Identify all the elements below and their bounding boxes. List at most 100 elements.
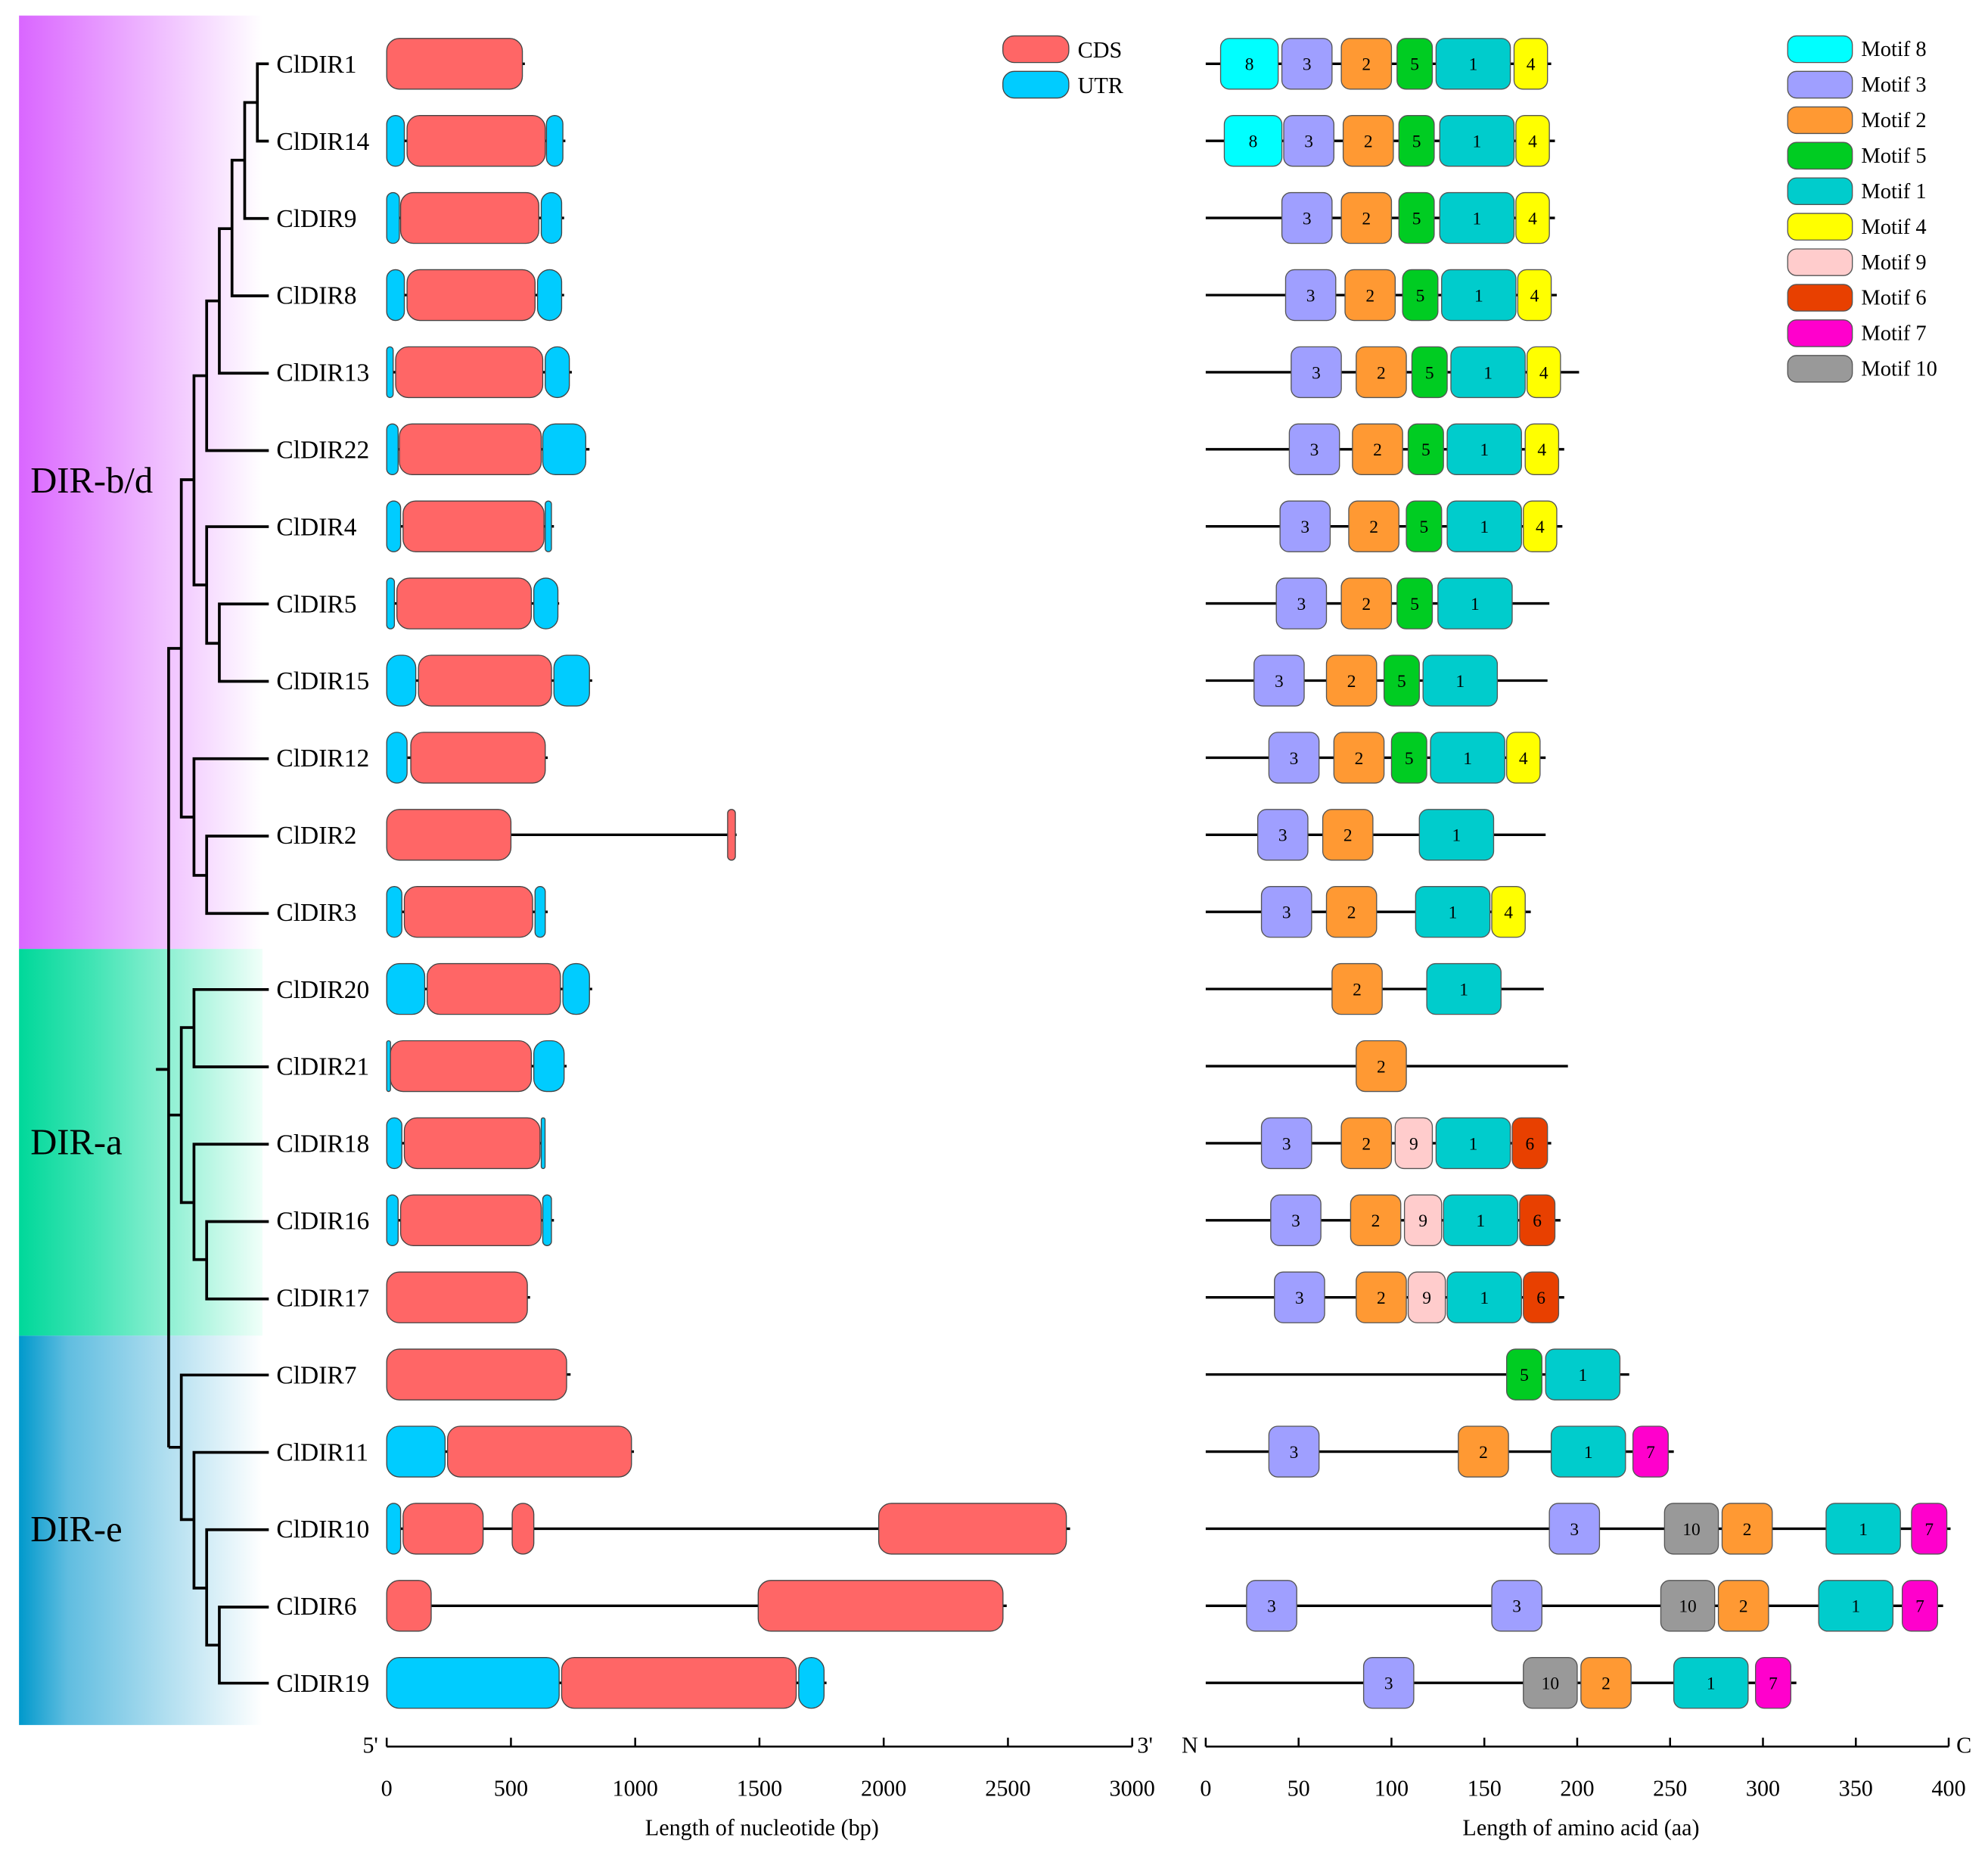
axes: 5' 3' Length of nucleotide (bp) N C Leng… [362,1733,1971,1841]
motif-1-box [1818,1580,1894,1632]
motif-4-box [1517,269,1552,322]
motif-5-box [1390,732,1427,784]
gene-row: ClDIR5 3 2 5 1 [276,577,1550,630]
phylogenetic-tree [156,62,269,1685]
protein-axis-tick-label: 150 [1468,1776,1502,1802]
motif-number-label: 2 [1377,363,1386,383]
cds-segment [403,886,533,938]
gene-row: ClDIR22 3 2 5 1 4 [276,423,1564,475]
motif-number-label: 9 [1409,1134,1418,1154]
motif-number-label: 3 [1310,440,1319,460]
motif-3-box [1491,1580,1542,1632]
motif-number-label: 5 [1410,595,1419,614]
utr-segment [386,1117,402,1170]
protein-axis-tick-label: 50 [1288,1776,1310,1802]
motif-1-box [1446,423,1522,475]
motif-5-box [1396,577,1434,630]
gene-row: ClDIR7 5 1 [276,1348,1629,1401]
motif-2-box [1325,886,1378,938]
gene-row: ClDIR12 3 2 5 1 4 [276,732,1546,784]
cds-segment [561,1657,797,1709]
utr-segment [386,191,400,244]
motif-4-box [1491,886,1526,938]
motif-number-label: 4 [1528,209,1537,229]
gene-row: ClDIR3 3 2 1 4 [276,886,1531,938]
gene-row: ClDIR17 3 2 9 1 6 [276,1271,1564,1323]
motif-3-box [1279,500,1331,552]
motif-number-label: 4 [1519,749,1528,769]
motif-number-label: 1 [1469,1134,1478,1154]
motif-number-label: 4 [1528,132,1537,152]
legend-motif-7-swatch [1787,319,1853,347]
motif-1-box [1435,1117,1511,1170]
cds-segment [418,654,552,707]
utr-segment [386,577,396,630]
utr-segment [386,1425,446,1478]
motif-5-box [1398,191,1435,244]
motif-number-label: 4 [1539,363,1548,383]
gene-name-label: ClDIR14 [276,128,369,156]
gene-name-label: ClDIR10 [276,1516,369,1544]
motif-7-box [1755,1657,1792,1709]
utr-segment [386,423,399,475]
motif-number-label: 3 [1282,1134,1291,1154]
protein-axis-tick-label: 300 [1746,1776,1780,1802]
utr-segment [553,654,590,707]
motif-3-box [1268,1425,1320,1478]
motif-2-box [1580,1657,1632,1709]
gene-row: ClDIR14 8 3 2 5 1 4 [276,115,1555,167]
motif-2-box [1458,1425,1509,1478]
motif-2-box [1342,115,1394,167]
clade-band-dir-a [19,949,262,1336]
gene-axis-tick-label: 3000 [1110,1776,1155,1802]
legend-motif-3-label: Motif 3 [1861,73,1926,97]
motif-1-box [1673,1657,1749,1709]
gene-row: ClDIR20 2 1 [276,962,1544,1015]
cds-segment [406,269,536,322]
legend-motif-5-label: Motif 5 [1861,145,1926,168]
motif-3-box [1288,423,1340,475]
clade-band-dir-bd [19,15,262,950]
motif-number-label: 2 [1347,672,1356,692]
motif-number-label: 1 [1480,1289,1489,1308]
legend-utr-label: UTR [1078,73,1124,98]
motif-number-label: 2 [1377,1289,1386,1308]
gene-row: ClDIR13 3 2 5 1 4 [276,346,1580,399]
cds-segment [406,115,546,167]
motif-1-box [1439,191,1515,244]
clade-label-dir-bd: DIR-b/d [30,460,153,501]
motif-number-label: 5 [1405,749,1414,769]
cds-segment [878,1503,1067,1555]
legend-utr-swatch [1002,70,1070,99]
motif-1-box [1437,577,1513,630]
motif-number-label: 3 [1303,209,1312,229]
motif-number-label: 3 [1278,826,1288,846]
cds-segment [757,1580,1004,1632]
motif-number-label: 2 [1479,1443,1488,1463]
cds-segment [402,500,545,552]
motif-7-box [1901,1580,1938,1632]
motif-1-box [1441,269,1517,322]
motif-2-box [1340,191,1393,244]
motif-number-label: 3 [1300,518,1309,537]
gene-name-label: ClDIR20 [276,976,369,1004]
utr-segment [386,346,394,399]
motif-number-label: 2 [1369,518,1378,537]
motif-9-box [1394,1117,1434,1170]
motif-number-label: 8 [1245,55,1254,75]
motif-2-box [1340,577,1393,630]
motif-2-box [1331,962,1383,1015]
motif-10-box [1523,1657,1578,1709]
protein-axis-tick-label: 400 [1931,1776,1965,1802]
cds-segment [511,1503,535,1555]
gene-name-label: ClDIR12 [276,745,369,773]
motif-number-label: 2 [1362,55,1371,75]
utr-segment [386,269,405,322]
gene-axis-start-label: 5' [362,1733,378,1758]
motif-number-label: 7 [1646,1443,1655,1463]
cds-segment [386,1348,567,1401]
motif-number-label: 1 [1452,826,1461,846]
motif-number-label: 1 [1480,440,1489,460]
protein-axis-tick-label: 0 [1200,1776,1211,1802]
motif-number-label: 3 [1275,672,1284,692]
